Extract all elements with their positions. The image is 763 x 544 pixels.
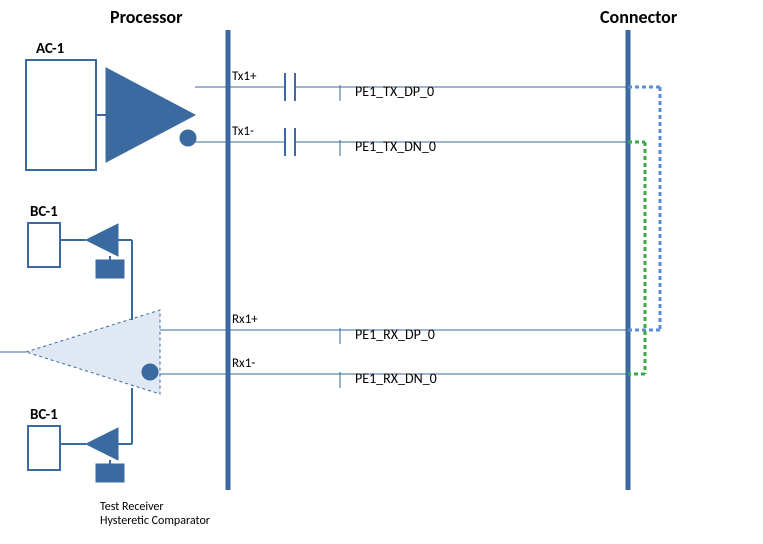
rx1n-pin-label: Rx1- <box>232 356 255 371</box>
rx1n-net-label: PE1_RX_DN_0 <box>355 370 437 387</box>
tx1p-pin-label: Tx1+ <box>232 69 256 84</box>
rx1p-net-label: PE1_RX_DP_0 <box>355 326 435 343</box>
footer-line2: Hysteretic Comparator <box>100 514 210 528</box>
tx1n-net-label: PE1_TX_DN_0 <box>355 138 436 155</box>
bc1-top-label: BC-1 <box>30 203 58 221</box>
ac1-label: AC-1 <box>36 40 64 58</box>
diagram-canvas <box>0 0 763 544</box>
connector-heading: Connector <box>600 6 677 28</box>
tx1n-pin-label: Tx1- <box>232 124 254 139</box>
footer-line1: Test Receiver <box>100 500 164 514</box>
bc1-bot-label: BC-1 <box>30 406 58 424</box>
tx1p-net-label: PE1_TX_DP_0 <box>355 83 434 100</box>
rx1p-pin-label: Rx1+ <box>232 312 258 327</box>
processor-heading: Processor <box>110 6 182 28</box>
